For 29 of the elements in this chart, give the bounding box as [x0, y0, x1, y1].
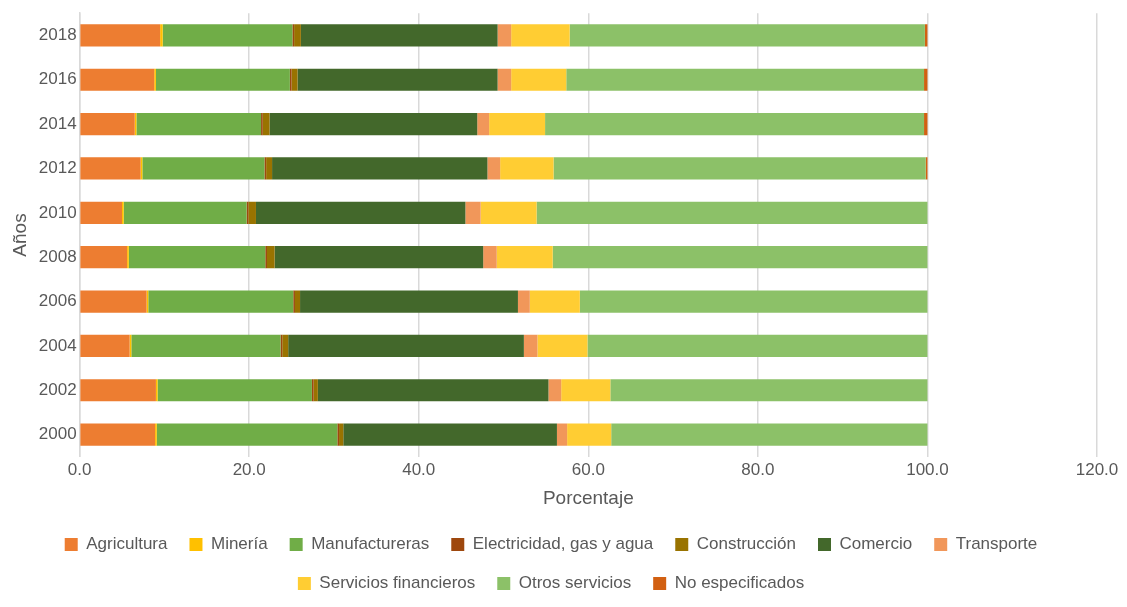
- x-axis-title: Porcentaje: [542, 486, 634, 508]
- y-tick-label: 2000: [38, 424, 77, 444]
- legend-label: Transporte: [955, 534, 1038, 554]
- legend-label: No especificados: [674, 573, 805, 593]
- legend-label: Comercio: [839, 534, 913, 554]
- legend-label: Minería: [210, 534, 269, 554]
- y-tick-label: 2018: [38, 25, 77, 45]
- y-tick-label: 2006: [38, 291, 77, 311]
- x-tick-label: 80.0: [741, 459, 775, 479]
- legend-label: Electricidad, gas y agua: [472, 534, 654, 554]
- legend-label: Agricultura: [86, 534, 169, 554]
- x-tick-label: 20.0: [232, 459, 266, 479]
- legend-label: Otros servicios: [518, 573, 632, 593]
- y-tick-label: 2002: [38, 379, 77, 399]
- x-tick-label: 0.0: [67, 459, 92, 479]
- x-tick-label: 100.0: [906, 459, 949, 479]
- y-axis-title: Años: [8, 213, 30, 257]
- y-tick-label: 2014: [38, 113, 77, 133]
- y-tick-label: 2010: [38, 202, 77, 222]
- y-tick-label: 2004: [38, 335, 77, 355]
- y-tick-label: 2008: [38, 246, 77, 266]
- legend-label: Servicios financieros: [319, 573, 476, 593]
- legend-label: Construcción: [696, 534, 796, 554]
- y-tick-label: 2012: [38, 158, 77, 178]
- y-tick-label: 2016: [38, 69, 77, 89]
- x-tick-label: 60.0: [571, 459, 605, 479]
- legend-label: Manufactureras: [311, 534, 430, 554]
- x-tick-label: 40.0: [402, 459, 436, 479]
- x-tick-label: 120.0: [1075, 459, 1119, 479]
